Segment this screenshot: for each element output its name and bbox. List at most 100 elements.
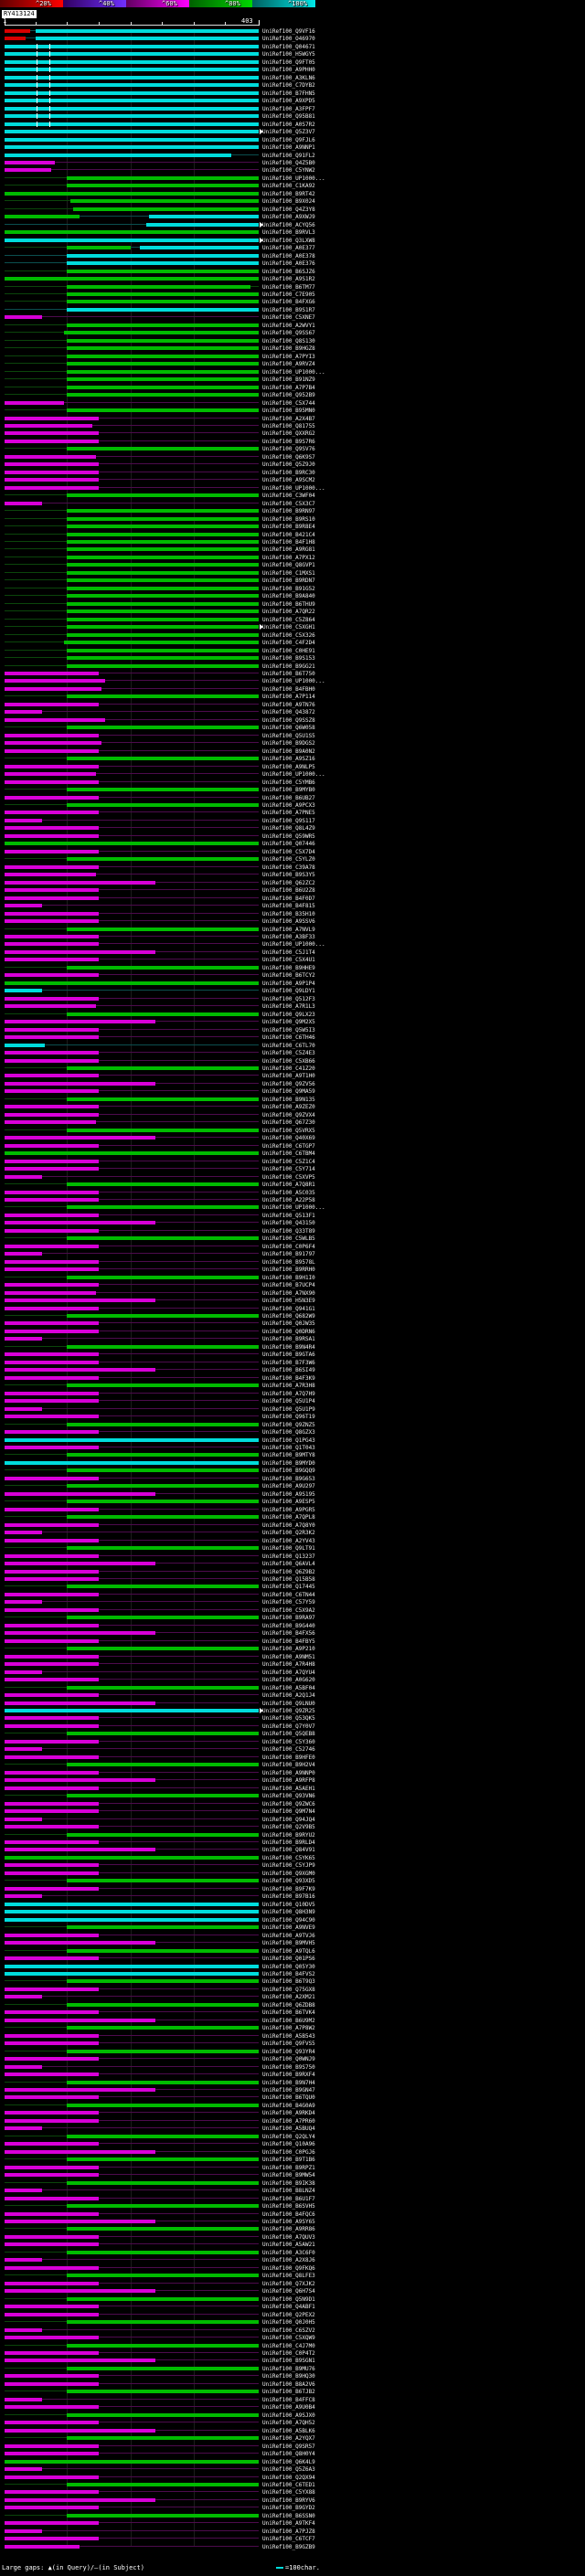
hit-label[interactable]: UniRef100_Q5QEB8 (262, 1731, 315, 1738)
hit-bar[interactable] (67, 447, 259, 451)
hit-label[interactable]: UniRef100_B9GZB9 (262, 2543, 315, 2550)
hit-label[interactable]: UniRef100_C6TGP7 (262, 1142, 315, 1150)
hit-label[interactable]: UniRef100_H5N3E9 (262, 1298, 315, 1305)
hit-bar[interactable] (139, 246, 259, 250)
hit-bar[interactable] (67, 184, 259, 188)
hit-bar[interactable] (5, 2242, 100, 2247)
hit-label[interactable]: UniRef100_B6TM77 (262, 283, 315, 291)
hit-bar[interactable] (5, 478, 100, 482)
hit-label[interactable]: UniRef100_B9GQQ9 (262, 1468, 315, 1475)
hit-bar[interactable] (67, 1647, 259, 1651)
hit-label[interactable]: UniRef100_A3C6F0 (262, 2249, 315, 2256)
hit-bar[interactable] (67, 1468, 259, 1473)
hit-label[interactable]: UniRef100_Q81755 (262, 422, 315, 429)
hit-label[interactable]: UniRef100_B6SJZ6 (262, 268, 315, 275)
hit-label[interactable]: UniRef100_UP1000... (262, 941, 325, 949)
hit-label[interactable]: UniRef100_A7QUV3 (262, 2233, 315, 2241)
hit-bar[interactable] (5, 1995, 42, 1999)
hit-label[interactable]: UniRef100_B8LNZ4 (262, 2188, 315, 2195)
hit-label[interactable]: UniRef100_Q4Z5B0 (262, 159, 315, 166)
hit-label[interactable]: UniRef100_H5WGY5 (262, 51, 315, 58)
hit-bar[interactable] (5, 2173, 100, 2178)
hit-label[interactable]: UniRef100_B7FHN5 (262, 90, 315, 97)
hit-bar[interactable] (5, 1081, 156, 1086)
hit-label[interactable]: UniRef100_Q9ZV56 (262, 1080, 315, 1087)
hit-label[interactable]: UniRef100_Q05Y30 (262, 1963, 315, 1970)
hit-bar[interactable] (67, 1314, 259, 1319)
hit-label[interactable]: UniRef100_A9SZ16 (262, 756, 315, 763)
hit-bar[interactable] (5, 2374, 100, 2379)
hit-label[interactable]: UniRef100_Q512F3 (262, 995, 315, 1002)
hit-bar[interactable] (5, 238, 259, 242)
hit-bar[interactable] (5, 1244, 100, 1248)
hit-bar[interactable] (64, 331, 259, 335)
hit-label[interactable]: UniRef100_A0S7R2 (262, 121, 315, 128)
hit-label[interactable]: UniRef100_C5Z4E3 (262, 1050, 315, 1057)
hit-label[interactable]: UniRef100_UP1000... (262, 678, 325, 685)
hit-label[interactable]: UniRef100_B9RS10 (262, 515, 315, 523)
hit-label[interactable]: UniRef100_B91G52 (262, 585, 315, 592)
hit-label[interactable]: UniRef100_Q5N9D1 (262, 2295, 315, 2303)
hit-label[interactable]: UniRef100_A9ZEZ0 (262, 1104, 315, 1111)
hit-bar[interactable] (67, 307, 259, 312)
hit-label[interactable]: UniRef100_A9SY65 (262, 2219, 315, 2225)
hit-label[interactable]: UniRef100_B6UB27 (262, 794, 315, 801)
hit-bar[interactable] (5, 454, 96, 459)
hit-label[interactable]: UniRef100_A2WVY1 (262, 322, 315, 329)
hit-bar[interactable] (67, 563, 259, 567)
hit-label[interactable]: UniRef100_Q07446 (262, 841, 315, 848)
hit-bar[interactable] (5, 1531, 42, 1535)
hit-bar[interactable] (5, 2443, 100, 2448)
hit-bar[interactable] (5, 277, 259, 281)
hit-label[interactable]: UniRef100_B4F1H8 (262, 539, 315, 546)
hit-label[interactable]: UniRef100_C7DYB2 (262, 82, 315, 90)
hit-label[interactable]: UniRef100_Q1PG43 (262, 1436, 315, 1444)
hit-bar[interactable] (5, 153, 232, 157)
hit-label[interactable]: UniRef100_B9HQ30 (262, 2373, 315, 2380)
hit-bar[interactable] (5, 1027, 100, 1032)
hit-label[interactable]: UniRef100_Q6AVL4 (262, 1561, 315, 1568)
hit-label[interactable]: UniRef100_C39A78 (262, 864, 315, 871)
hit-bar[interactable] (5, 29, 31, 33)
hit-label[interactable]: UniRef100_Q5U1P9 (262, 1405, 315, 1413)
hit-bar[interactable] (5, 811, 100, 815)
hit-label[interactable]: UniRef100_A2X8J6 (262, 2257, 315, 2264)
hit-label[interactable]: UniRef100_C4J7M0 (262, 2342, 315, 2349)
hit-bar[interactable] (67, 346, 259, 351)
hit-label[interactable]: UniRef100_B9RN97 (262, 508, 315, 515)
hit-label[interactable]: UniRef100_B4FBY5 (262, 1638, 315, 1645)
hit-bar[interactable] (5, 686, 102, 691)
hit-label[interactable]: UniRef100_A5C035 (262, 1189, 315, 1196)
hit-bar[interactable] (5, 2305, 100, 2309)
hit-bar[interactable] (5, 99, 259, 103)
hit-label[interactable]: UniRef100_O46970 (262, 36, 315, 43)
hit-label[interactable]: UniRef100_A7P114 (262, 694, 315, 701)
hit-label[interactable]: UniRef100_A0G620 (262, 1677, 315, 1684)
hit-bar[interactable] (67, 1616, 259, 1620)
hit-bar[interactable] (67, 2026, 259, 2030)
hit-bar[interactable] (5, 911, 100, 916)
hit-label[interactable]: UniRef100_A5AW21 (262, 2242, 315, 2249)
hit-label[interactable]: UniRef100_Q9FKQ6 (262, 2264, 315, 2272)
hit-bar[interactable] (5, 114, 259, 119)
hit-bar[interactable] (5, 1321, 100, 1326)
hit-bar[interactable] (5, 958, 100, 962)
hit-label[interactable]: UniRef100_B9RDN7 (262, 578, 315, 585)
hit-bar[interactable] (67, 694, 259, 699)
hit-bar[interactable] (5, 779, 100, 784)
hit-bar[interactable] (5, 130, 259, 134)
hit-label[interactable]: UniRef100_Q9FJL6 (262, 136, 315, 143)
hit-bar[interactable] (5, 1670, 42, 1674)
hit-bar[interactable] (5, 1020, 156, 1024)
hit-label[interactable]: UniRef100_C5X7D4 (262, 848, 315, 855)
hit-bar[interactable] (5, 1221, 156, 1225)
hit-label[interactable]: UniRef100_A0E378 (262, 252, 315, 260)
hit-label[interactable]: UniRef100_B9HFE0 (262, 1754, 315, 1761)
hit-label[interactable]: UniRef100_A7QH52 (262, 2420, 315, 2427)
hit-bar[interactable] (67, 2320, 259, 2325)
hit-bar[interactable] (5, 1352, 100, 1357)
hit-label[interactable]: UniRef100_Q04671 (262, 43, 315, 50)
hit-label[interactable]: UniRef100_A7Q7H9 (262, 1390, 315, 1397)
hit-bar[interactable] (5, 1839, 100, 1844)
hit-label[interactable]: UniRef100_Q01PS6 (262, 1956, 315, 1963)
